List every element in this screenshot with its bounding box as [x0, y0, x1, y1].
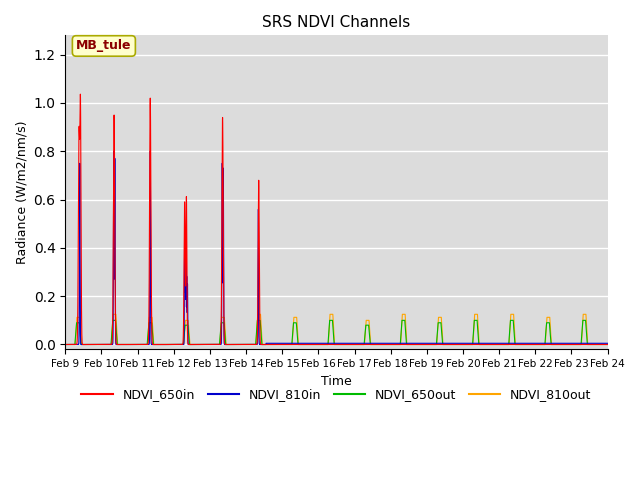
NDVI_810in — [532, 340, 540, 346]
NDVI_810out — [348, 342, 356, 348]
NDVI_650in — [532, 342, 540, 348]
NDVI_650in — [79, 341, 86, 347]
NDVI_650in — [77, 91, 84, 97]
NDVI_810in — [180, 308, 188, 314]
NDVI_650in — [180, 225, 188, 230]
NDVI_650out — [109, 317, 116, 323]
NDVI_650out — [79, 342, 86, 348]
NDVI_810out — [109, 312, 117, 317]
NDVI_810out — [604, 342, 611, 348]
X-axis label: Time: Time — [321, 374, 352, 388]
Line: NDVI_810in: NDVI_810in — [65, 151, 607, 345]
NDVI_650out — [532, 342, 540, 348]
NDVI_650out — [120, 342, 128, 348]
Line: NDVI_650in: NDVI_650in — [65, 94, 607, 345]
Title: SRS NDVI Channels: SRS NDVI Channels — [262, 15, 411, 30]
NDVI_650out — [61, 342, 69, 348]
Text: MB_tule: MB_tule — [76, 39, 132, 52]
NDVI_810in — [120, 342, 128, 348]
NDVI_650in — [276, 342, 284, 348]
Line: NDVI_650out: NDVI_650out — [65, 320, 607, 345]
NDVI_810in — [79, 342, 86, 348]
NDVI_650out — [348, 342, 356, 348]
NDVI_650in — [120, 342, 128, 348]
NDVI_810in — [348, 340, 356, 346]
NDVI_650out — [604, 342, 611, 348]
NDVI_650out — [191, 342, 199, 348]
NDVI_810in — [604, 340, 611, 346]
NDVI_810out — [79, 342, 86, 348]
NDVI_810out — [180, 333, 188, 339]
NDVI_650in — [604, 342, 611, 348]
NDVI_810out — [191, 342, 199, 348]
NDVI_810in — [61, 342, 69, 348]
NDVI_810out — [61, 342, 69, 348]
Legend: NDVI_650in, NDVI_810in, NDVI_650out, NDVI_810out: NDVI_650in, NDVI_810in, NDVI_650out, NDV… — [76, 383, 596, 406]
NDVI_650in — [191, 342, 199, 348]
NDVI_810out — [120, 342, 128, 348]
Line: NDVI_810out: NDVI_810out — [65, 314, 607, 345]
NDVI_810out — [532, 342, 540, 348]
NDVI_650in — [61, 342, 69, 348]
NDVI_650in — [348, 342, 356, 348]
NDVI_650out — [180, 331, 188, 336]
NDVI_810in — [110, 148, 118, 154]
NDVI_810in — [191, 342, 199, 348]
Y-axis label: Radiance (W/m2/nm/s): Radiance (W/m2/nm/s) — [15, 120, 28, 264]
